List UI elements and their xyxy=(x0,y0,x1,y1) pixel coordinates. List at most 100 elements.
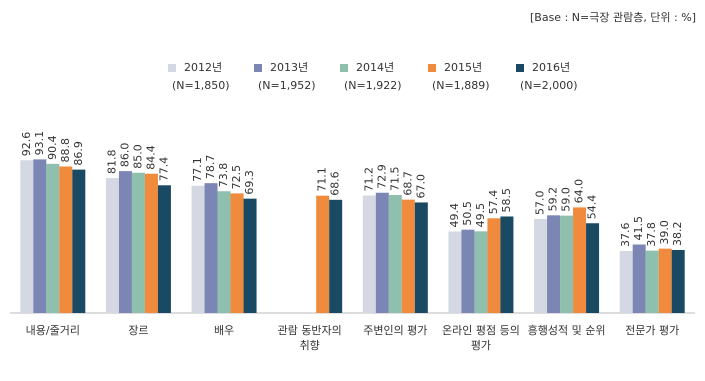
bar xyxy=(33,159,47,313)
bar xyxy=(131,172,145,313)
bar xyxy=(157,185,171,313)
value-label: 58.5 xyxy=(500,188,513,213)
bar xyxy=(619,250,633,313)
legend-swatch xyxy=(254,64,262,72)
bar xyxy=(316,195,330,313)
legend-label: 2014년 xyxy=(356,61,394,74)
value-label: 73.8 xyxy=(217,163,230,188)
bar xyxy=(362,195,376,313)
x-tick-label: 장르 xyxy=(128,324,149,337)
x-tick-label: 주변인의 평가 xyxy=(363,324,428,337)
bar xyxy=(414,202,428,313)
value-label: 57.4 xyxy=(487,190,500,215)
bar xyxy=(560,215,574,313)
bar xyxy=(461,229,475,313)
bar xyxy=(230,193,244,313)
value-label: 49.5 xyxy=(474,203,487,228)
value-label: 90.4 xyxy=(46,135,59,160)
value-label: 88.8 xyxy=(59,138,72,163)
value-label: 85.0 xyxy=(131,144,144,169)
legend-swatch xyxy=(340,64,348,72)
value-label: 71.1 xyxy=(316,167,329,192)
value-label: 37.8 xyxy=(645,222,658,247)
value-label: 68.7 xyxy=(401,171,414,196)
value-label: 68.6 xyxy=(329,171,342,196)
value-label: 37.6 xyxy=(619,222,632,247)
legend-sample: (N=1,889) xyxy=(432,79,490,92)
value-label: 59.0 xyxy=(560,187,573,212)
value-label: 67.0 xyxy=(414,174,427,199)
bar xyxy=(586,223,600,313)
legend-sample: (N=1,952) xyxy=(258,79,316,92)
value-label: 84.4 xyxy=(144,145,157,170)
x-tick-label: 온라인 평점 등의 평가 xyxy=(442,324,520,352)
x-tick-label: 흥행성적 및 순위 xyxy=(527,324,606,337)
value-label: 71.5 xyxy=(388,167,401,192)
value-label: 39.0 xyxy=(658,220,671,245)
bar xyxy=(401,199,415,313)
value-label: 69.3 xyxy=(243,170,256,195)
value-label: 57.0 xyxy=(534,190,547,215)
bar xyxy=(487,218,501,313)
bar xyxy=(46,163,60,313)
bar xyxy=(20,160,34,313)
value-label: 78.7 xyxy=(204,155,217,180)
bar xyxy=(105,178,119,313)
bar xyxy=(144,173,158,313)
bar xyxy=(474,231,488,313)
value-label: 72.9 xyxy=(375,164,388,189)
bar xyxy=(243,198,257,313)
value-label: 72.5 xyxy=(230,165,243,190)
x-tick-label: 전문가 평가 xyxy=(625,324,680,337)
value-label: 38.2 xyxy=(671,221,684,246)
bar xyxy=(375,192,389,313)
bar xyxy=(547,215,561,313)
bar xyxy=(534,218,548,313)
x-tick-label: 관람 동반자의 취향 xyxy=(277,324,342,352)
legend-label: 2013년 xyxy=(270,61,308,74)
bar xyxy=(645,250,659,313)
value-label: 64.0 xyxy=(573,179,586,204)
bar xyxy=(59,166,73,313)
note: [Base : N=극장 관람층, 단위 : %] xyxy=(530,11,696,24)
value-label: 81.8 xyxy=(105,150,118,175)
legend-sample: (N=1,850) xyxy=(172,79,230,92)
bar xyxy=(448,231,462,313)
value-label: 49.4 xyxy=(448,203,461,228)
legend-label: 2016년 xyxy=(532,61,570,74)
bar xyxy=(204,183,218,313)
legend-sample: (N=2,000) xyxy=(520,79,578,92)
value-label: 77.1 xyxy=(191,157,204,182)
value-label: 77.4 xyxy=(157,157,170,182)
bar xyxy=(329,199,343,313)
value-label: 86.0 xyxy=(118,143,131,168)
legend-swatch xyxy=(168,64,176,72)
value-label: 54.4 xyxy=(586,195,599,220)
value-label: 41.5 xyxy=(632,216,645,241)
bar xyxy=(72,169,86,313)
value-label: 71.2 xyxy=(362,167,375,192)
value-label: 86.9 xyxy=(72,141,85,166)
x-tick-label: 배우 xyxy=(213,324,235,337)
bar xyxy=(500,216,514,313)
bar xyxy=(388,195,402,313)
value-label: 50.5 xyxy=(461,201,474,226)
bar xyxy=(573,207,587,313)
x-tick-label: 내용/줄거리 xyxy=(25,324,80,337)
bar xyxy=(632,244,646,313)
legend-swatch xyxy=(516,64,524,72)
bar xyxy=(217,191,231,313)
value-label: 59.2 xyxy=(547,187,560,212)
bar xyxy=(191,185,205,313)
legend-label: 2015년 xyxy=(444,61,482,74)
legend-swatch xyxy=(428,64,436,72)
bar xyxy=(671,249,685,313)
bar xyxy=(118,171,132,313)
legend-sample: (N=1,922) xyxy=(344,79,402,92)
value-label: 93.1 xyxy=(33,131,46,156)
legend-label: 2012년 xyxy=(184,61,222,74)
bar xyxy=(658,248,672,313)
value-label: 92.6 xyxy=(20,132,33,157)
